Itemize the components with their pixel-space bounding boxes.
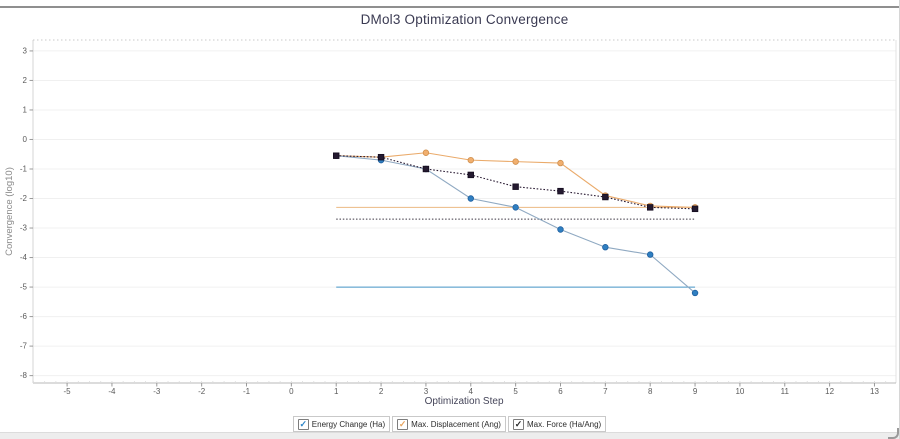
y-tick-label: -8	[20, 371, 28, 380]
series-point-energy-change-ha-	[557, 226, 564, 233]
series-point-energy-change-ha-	[691, 289, 699, 297]
y-tick-label: -7	[20, 342, 28, 351]
x-tick-label: 10	[735, 387, 744, 396]
y-tick-label: 2	[23, 76, 28, 85]
y-tick-label: 0	[23, 135, 28, 144]
chart-legend: ✓ Energy Change (Ha) ✓ Max. Displacement…	[0, 416, 899, 432]
series-point-max-force-ha-ang-	[602, 193, 609, 201]
x-tick-label: 8	[648, 387, 653, 396]
window-top-edge	[0, 6, 899, 8]
x-tick-label: 2	[379, 387, 384, 396]
series-point-max-displacement-ang-	[557, 159, 564, 167]
series-point-max-displacement-ang-	[512, 158, 519, 165]
chart-title: DMol3 Optimization Convergence	[360, 12, 569, 27]
x-tick-label: 7	[603, 387, 608, 396]
x-tick-label: 1	[334, 387, 339, 396]
x-axis-label: Optimization Step	[425, 396, 504, 407]
y-tick-label: -2	[20, 194, 28, 203]
convergence-chart: -5 -4 -3 -2 -1 0 1 2 3 4 5 6 7 8 9 10 11 12 133210-1-2-3-4…	[4, 39, 897, 407]
series-point-max-force-ha-ang-	[422, 165, 430, 173]
x-tick-label: 0	[289, 387, 294, 396]
series-line-energy-change-ha-	[336, 155, 696, 294]
y-tick-label: -1	[20, 164, 28, 173]
x-tick-label: 3	[424, 387, 429, 396]
series-point-energy-change-ha-	[646, 251, 654, 258]
legend-checkbox-max-displacement[interactable]: ✓	[397, 418, 409, 430]
y-tick-label: -6	[20, 312, 28, 321]
series-point-energy-change-ha-	[467, 195, 474, 202]
legend-label-energy-change: Energy Change (Ha)	[311, 419, 386, 429]
legend-label-max-force: Max. Force (Ha/Ang)	[526, 419, 602, 429]
x-tick-label: 11	[781, 387, 790, 396]
series-point-max-force-ha-ang-	[691, 205, 699, 213]
series-point-max-force-ha-ang-	[333, 152, 340, 159]
x-tick-label: 9	[693, 387, 698, 396]
y-tick-label: -4	[20, 253, 28, 262]
x-tick-label: 4	[469, 387, 474, 396]
series-point-max-displacement-ang-	[422, 149, 430, 156]
x-tick-label: -2	[198, 387, 206, 396]
legend-item-max-force[interactable]: ✓ Max. Force (Ha/Ang)	[507, 416, 607, 432]
series-line-max-force-ha-ang-	[336, 155, 696, 210]
x-tick-label: 13	[870, 387, 879, 396]
series-point-max-displacement-ang-	[467, 156, 474, 164]
y-tick-label: -5	[20, 283, 28, 292]
series-point-max-force-ha-ang-	[377, 153, 385, 161]
y-tick-label: -3	[20, 224, 28, 233]
series-point-energy-change-ha-	[512, 204, 519, 211]
series-point-max-force-ha-ang-	[646, 204, 654, 211]
series-point-max-force-ha-ang-	[512, 183, 519, 190]
series-point-max-force-ha-ang-	[467, 171, 474, 179]
x-tick-label: -3	[153, 387, 161, 396]
y-axis-label: Convergence (log10)	[4, 167, 15, 256]
window-bottom-bar	[0, 432, 899, 439]
y-tick-label: 1	[23, 105, 28, 114]
legend-checkbox-max-force[interactable]: ✓	[512, 418, 524, 430]
legend-label-max-displacement: Max. Displacement (Ang)	[411, 419, 501, 429]
legend-checkbox-energy-change[interactable]: ✓	[297, 418, 309, 430]
legend-item-max-displacement[interactable]: ✓ Max. Displacement (Ang)	[392, 416, 506, 432]
window-resize-grip[interactable]	[888, 428, 899, 439]
y-tick-label: 3	[23, 46, 28, 55]
x-tick-label: -4	[108, 387, 116, 396]
x-tick-label: 5	[513, 387, 518, 396]
x-tick-label: -1	[243, 387, 251, 396]
x-tick-label: 6	[558, 387, 563, 396]
x-tick-label: -5	[64, 387, 72, 396]
x-tick-label: 12	[825, 387, 834, 396]
series-point-max-force-ha-ang-	[557, 187, 564, 195]
series-point-energy-change-ha-	[602, 244, 609, 251]
legend-item-energy-change[interactable]: ✓ Energy Change (Ha)	[292, 416, 391, 432]
